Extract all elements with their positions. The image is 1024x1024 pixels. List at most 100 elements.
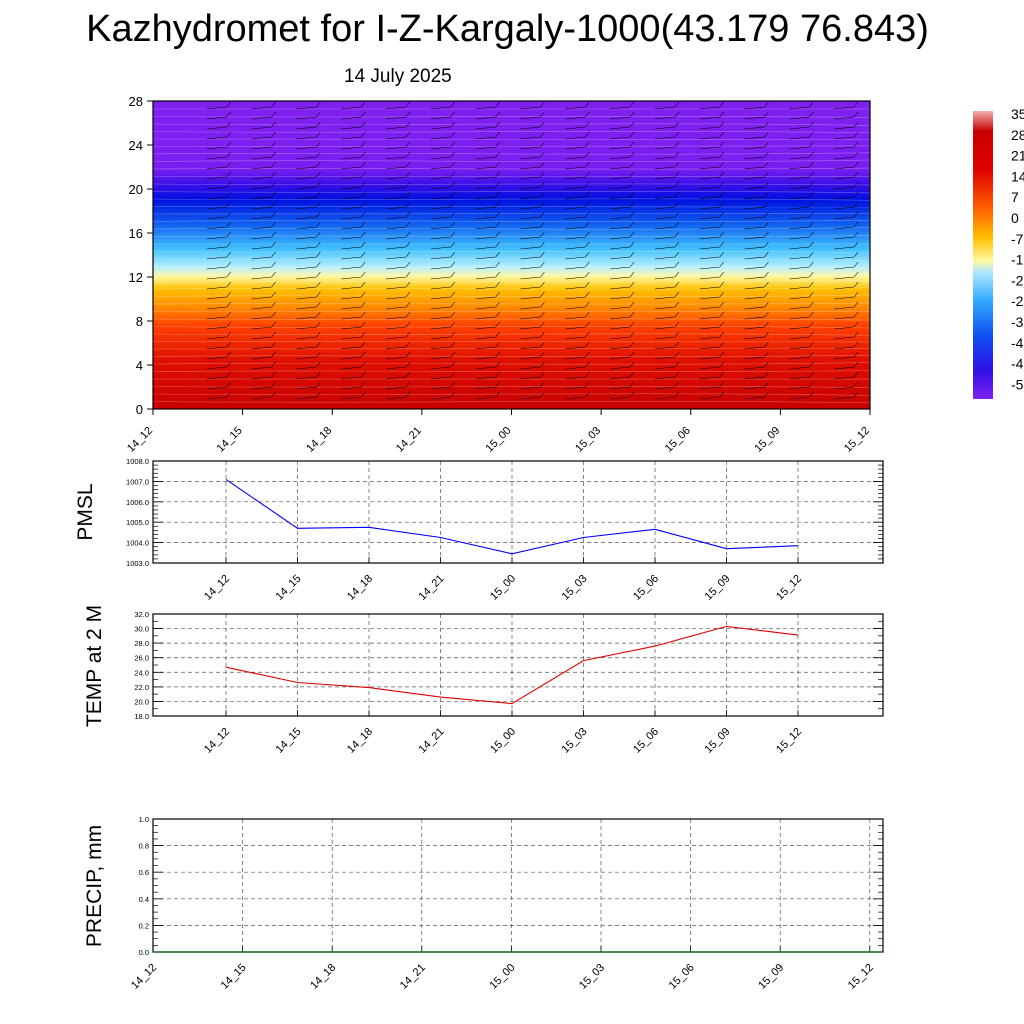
wind-barb: [251, 371, 276, 380]
wind-barb: [834, 371, 859, 380]
wind-barb: [610, 291, 635, 300]
wind-barb: [565, 101, 590, 110]
wind-barb: [744, 121, 769, 130]
wind-barb: [834, 291, 859, 300]
wind-barb: [744, 361, 769, 370]
wind-barb: [385, 301, 411, 310]
wind-barb: [744, 211, 769, 220]
wind-barb: [699, 241, 724, 250]
x-tick-label: 14_15: [215, 425, 245, 455]
wind-barb: [430, 241, 456, 250]
wind-barb: [654, 231, 680, 240]
contour-line: [152, 333, 871, 336]
wind-barb: [430, 151, 456, 160]
wind-barb: [520, 191, 545, 200]
wind-barb: [834, 171, 859, 180]
contour-line: [152, 325, 871, 329]
wind-barb: [610, 321, 635, 330]
wind-barb: [565, 221, 590, 230]
wind-barb: [251, 271, 276, 280]
wind-barb: [430, 111, 456, 120]
wind-barb: [610, 101, 635, 110]
wind-barb: [699, 111, 724, 120]
wind-barb: [699, 301, 724, 310]
panel-temp-at-2-m: 18.0 20.0 22.0 24.0 26.0 28.0 30.0 32.0 14_12 14_…: [83, 605, 884, 756]
wind-barb: [699, 391, 724, 400]
wind-barb: [699, 221, 724, 230]
wind-barb: [834, 391, 859, 400]
wind-barb: [654, 171, 680, 180]
wind-barb: [699, 161, 724, 170]
x-tick-label: 14_21: [417, 573, 447, 603]
wind-barb: [699, 281, 724, 290]
wind-barb: [251, 201, 276, 210]
colorbar-label: -2: [1011, 272, 1024, 288]
wind-barb: [699, 331, 724, 340]
wind-barb: [341, 331, 366, 340]
colorbar-label: -7: [1011, 231, 1024, 247]
wind-barb: [475, 291, 500, 300]
wind-barb: [565, 191, 590, 200]
wind-barb: [206, 361, 232, 370]
wind-barb: [430, 231, 456, 240]
wind-barb: [789, 231, 814, 240]
y-tick-label: 0: [136, 402, 143, 417]
contour-line: [152, 400, 871, 404]
y-tick-label: 32.0: [134, 610, 149, 619]
wind-barb: [296, 241, 321, 250]
wind-barb: [251, 181, 276, 190]
wind-barb: [520, 201, 545, 210]
y-tick-label: 1005.0: [126, 518, 149, 527]
wind-barb: [834, 241, 859, 250]
wind-barb: [296, 281, 321, 290]
x-tick-label: 15_06: [631, 726, 661, 756]
wind-barb: [699, 261, 724, 270]
wind-barb: [565, 351, 590, 360]
wind-barb: [744, 231, 769, 240]
wind-barb: [699, 361, 724, 370]
wind-barb: [296, 251, 321, 260]
contour-line: [152, 167, 871, 170]
wind-barb: [834, 131, 859, 140]
wind-barb: [251, 301, 276, 310]
wind-barb: [385, 341, 411, 350]
wind-barb: [520, 391, 545, 400]
wind-barb: [610, 131, 635, 140]
wind-barb: [206, 351, 232, 360]
wind-barb: [654, 201, 680, 210]
wind-barb: [251, 241, 276, 250]
wind-barb: [251, 331, 276, 340]
wind-barb: [206, 281, 232, 290]
wind-barb: [834, 261, 859, 270]
wind-barb: [475, 301, 500, 310]
wind-barb: [834, 251, 859, 260]
wind-barb: [610, 361, 635, 370]
wind-barb: [520, 171, 545, 180]
x-tick-label: 14_15: [274, 726, 304, 756]
wind-barb: [834, 151, 859, 160]
wind-barb: [699, 101, 724, 110]
wind-barb: [789, 191, 814, 200]
wind-barb: [744, 271, 769, 280]
wind-barb: [296, 121, 321, 130]
wind-barb: [430, 331, 456, 340]
y-tick-label: 24: [129, 138, 143, 153]
wind-barb: [296, 261, 321, 270]
x-tick-label: 15_09: [756, 962, 786, 992]
contour-line: [152, 302, 871, 305]
wind-barb: [520, 311, 545, 320]
wind-barb: [834, 351, 859, 360]
contour-line: [152, 318, 871, 321]
contour-line: [152, 393, 871, 396]
wind-barb: [744, 291, 769, 300]
wind-barb: [520, 261, 545, 270]
wind-barb: [341, 191, 366, 200]
colorbar-label: -3: [1011, 314, 1024, 330]
wind-barb: [341, 341, 366, 350]
wind-barb: [789, 321, 814, 330]
contour-line: [152, 251, 871, 253]
colorbar-label: 28: [1011, 127, 1024, 143]
wind-barb: [475, 201, 500, 210]
wind-barb: [654, 181, 680, 190]
